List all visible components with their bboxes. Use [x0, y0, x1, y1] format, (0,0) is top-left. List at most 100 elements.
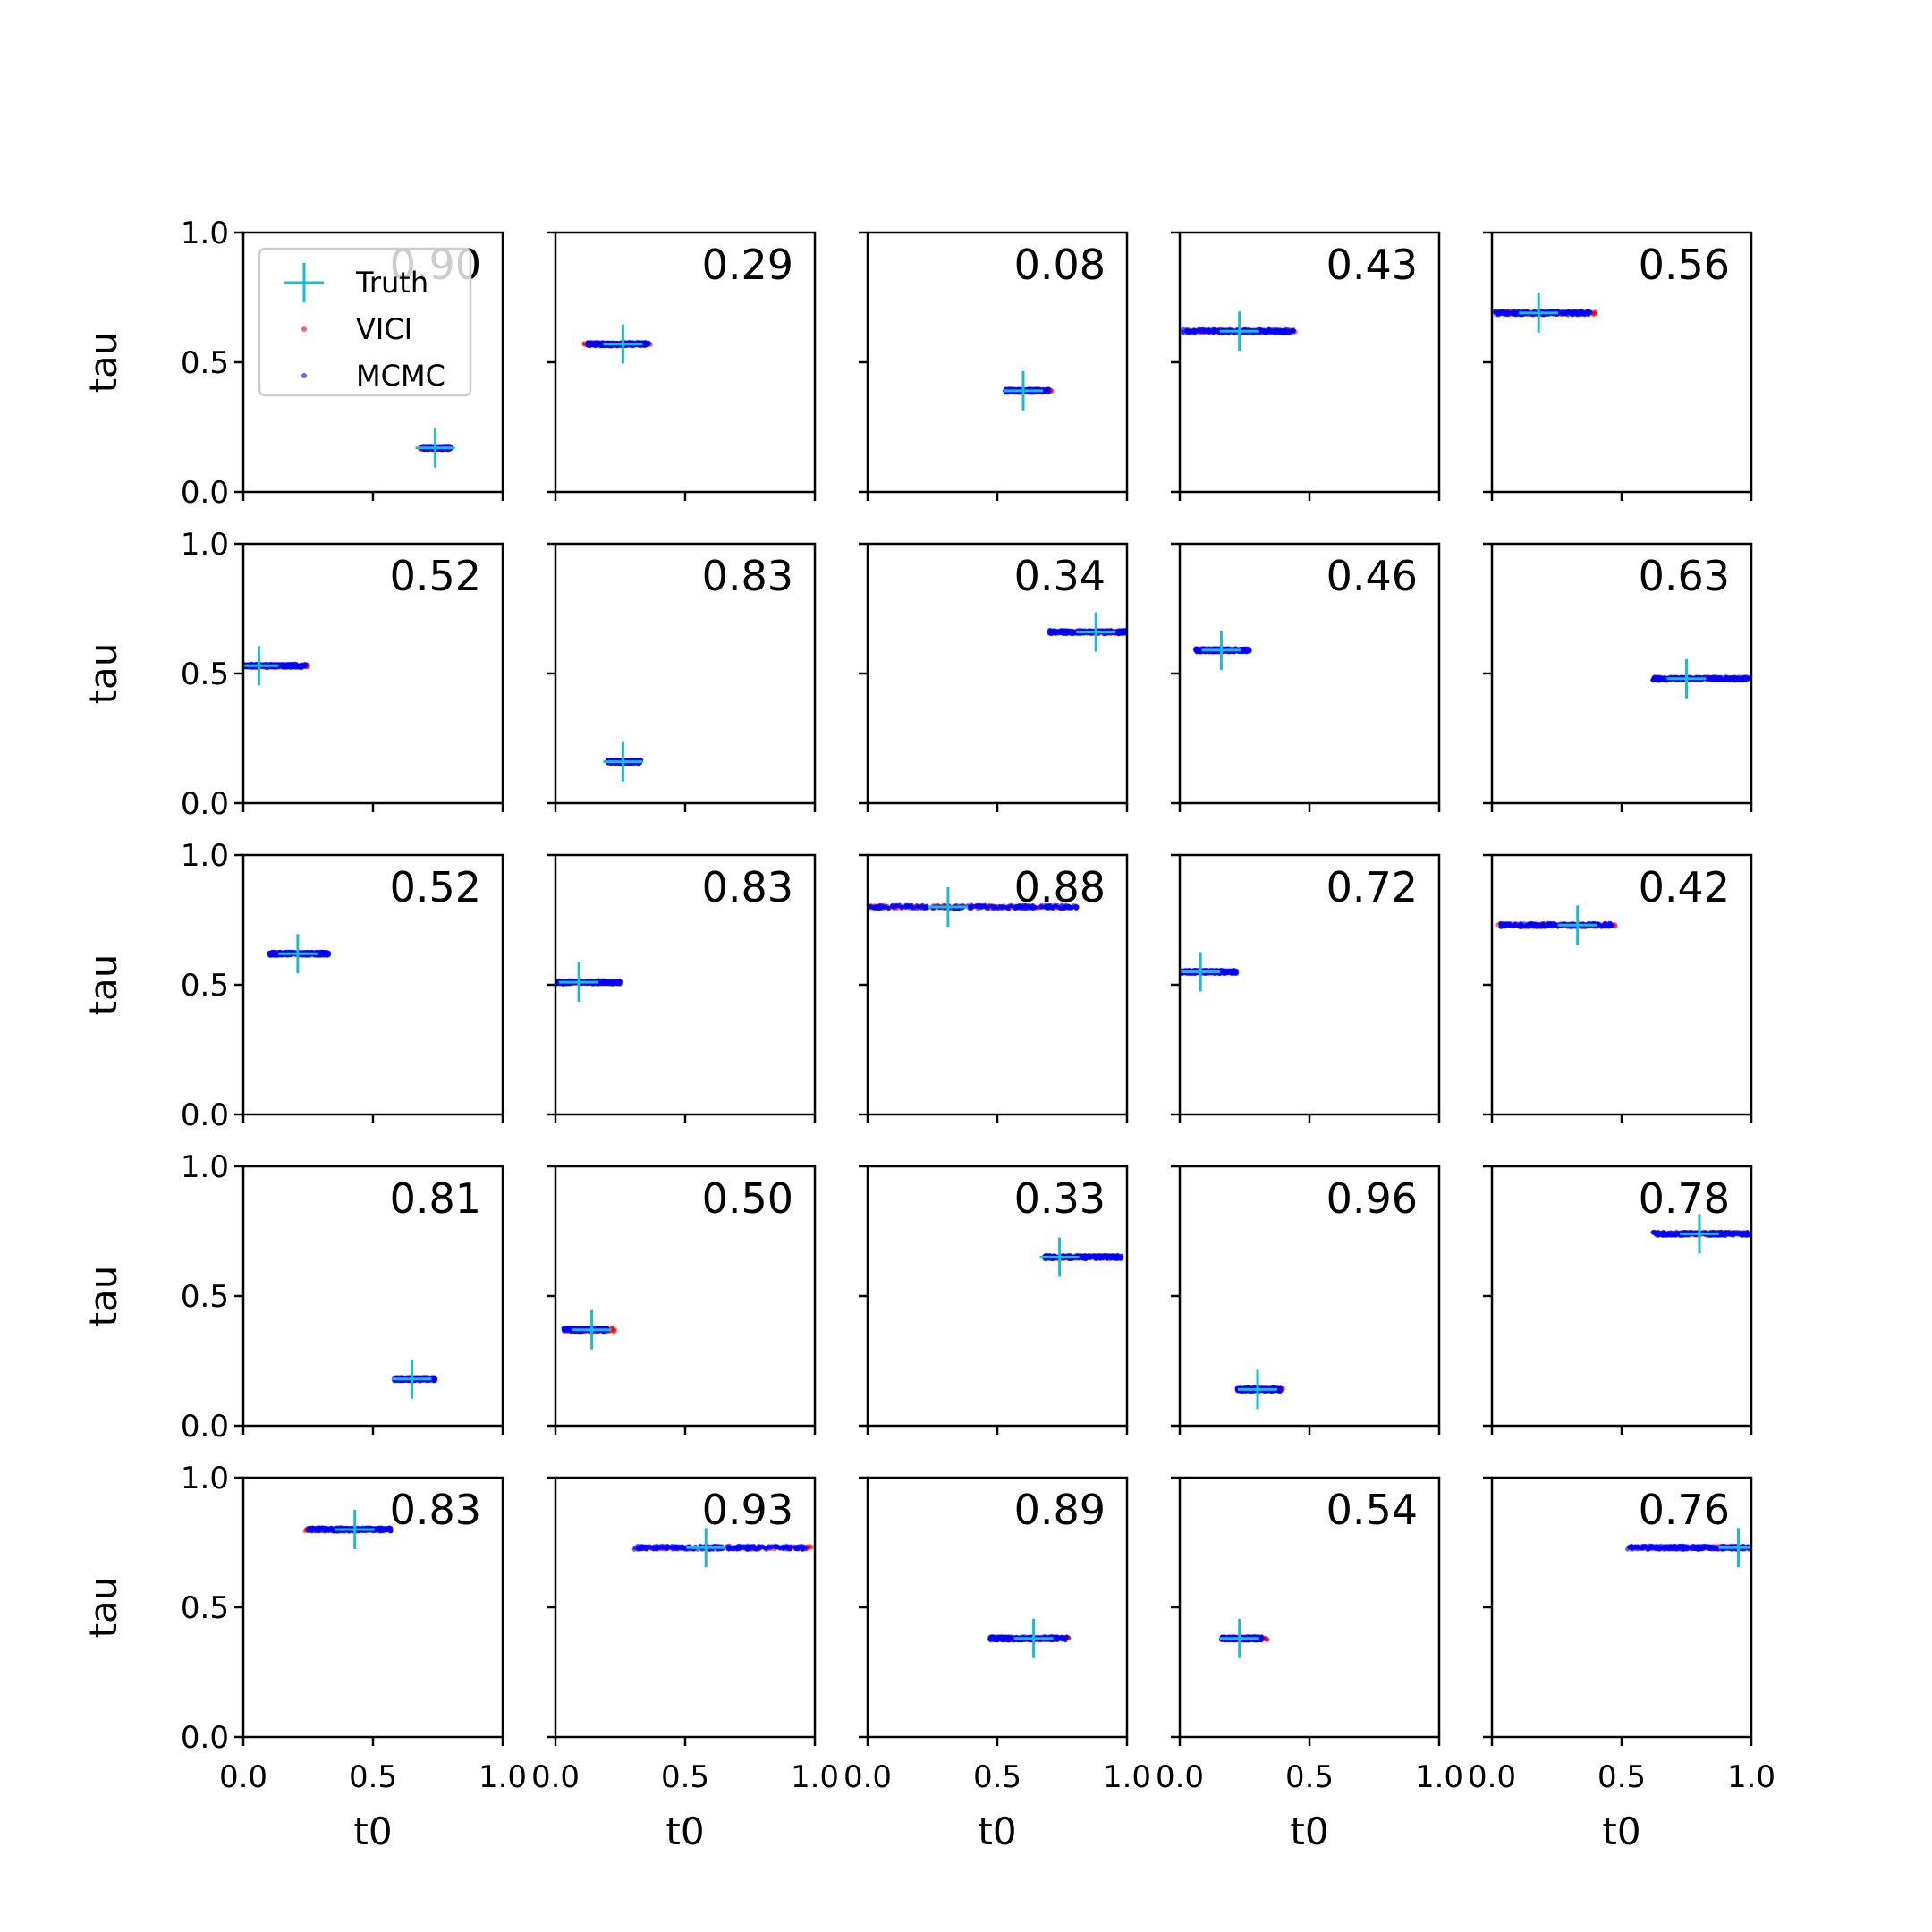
- mcmc-point: [593, 343, 598, 348]
- points-layer: [1003, 370, 1055, 411]
- mcmc-point: [886, 905, 891, 911]
- mcmc-point: [1495, 310, 1500, 316]
- mcmc-point: [588, 341, 593, 346]
- mcmc-point: [291, 664, 296, 669]
- mcmc-point: [599, 979, 605, 984]
- panel-score: 0.46: [1326, 552, 1418, 600]
- mcmc-point: [1122, 629, 1127, 635]
- mcmc-point: [1706, 676, 1711, 682]
- y-tick-label: 1.0: [181, 838, 229, 874]
- y-tick-label: 0.5: [181, 968, 229, 1004]
- truth-marker: [1519, 292, 1559, 333]
- panel-score: 0.29: [702, 241, 793, 289]
- mcmc-point: [1268, 329, 1274, 335]
- mcmc-point: [1724, 674, 1729, 680]
- mcmc-point: [325, 953, 330, 958]
- points-layer: [267, 934, 332, 974]
- mcmc-point: [598, 341, 604, 346]
- y-tick-label: 0.5: [181, 657, 229, 692]
- mcmc-point: [890, 904, 895, 910]
- mcmc-point: [1242, 648, 1248, 654]
- mcmc-point: [267, 950, 273, 955]
- mcmc-point: [1739, 674, 1745, 680]
- truth-marker: [277, 934, 318, 974]
- mcmc-point: [870, 905, 876, 911]
- mcmc-point: [1033, 904, 1038, 910]
- mcmc-point: [1287, 330, 1292, 335]
- mcmc-point: [1196, 648, 1201, 654]
- mcmc-point: [876, 906, 882, 911]
- mcmc-point: [1579, 309, 1584, 314]
- mcmc-point: [987, 903, 993, 909]
- panel-score: 0.52: [390, 863, 481, 911]
- panel-4: 0.43: [1171, 231, 1441, 501]
- panel-score: 0.88: [1014, 863, 1106, 911]
- truth-marker: [559, 962, 599, 1003]
- mcmc-point: [1498, 309, 1504, 315]
- points-layer: [1180, 952, 1240, 992]
- mcmc-point: [1291, 327, 1296, 333]
- y-axis-label: tau: [81, 954, 125, 1016]
- truth-marker: [1219, 311, 1259, 352]
- points-layer: [1180, 311, 1298, 352]
- y-tick-label: 0.0: [181, 1097, 229, 1133]
- truth-marker: [603, 324, 643, 364]
- mcmc-point: [1070, 631, 1075, 637]
- mcmc-point: [1049, 631, 1055, 636]
- mcmc-point: [1211, 326, 1216, 333]
- mcmc-point: [1727, 676, 1733, 682]
- panel-score: 0.52: [390, 552, 481, 600]
- panel-2: 0.29: [547, 231, 817, 501]
- mcmc-point: [1717, 675, 1723, 681]
- mcmc-point: [914, 903, 919, 909]
- points-layer: [1492, 292, 1598, 333]
- panel-8: 0.34: [859, 542, 1129, 812]
- mcmc-point: [1070, 904, 1075, 910]
- mcmc-point: [1712, 674, 1717, 680]
- mcmc-point: [1206, 330, 1211, 335]
- mcmc-point: [1118, 628, 1123, 633]
- mcmc-point: [973, 902, 979, 909]
- mcmc-point: [1026, 902, 1031, 909]
- truth-marker: [415, 428, 455, 468]
- mcmc-point: [983, 904, 988, 910]
- truth-marker: [243, 646, 279, 686]
- truth-marker: [1004, 370, 1043, 411]
- y-tick-label: 0.5: [181, 345, 229, 381]
- truth-marker: [1666, 658, 1707, 699]
- truth-marker: [1076, 612, 1116, 652]
- mcmc-point: [1744, 677, 1750, 682]
- panel-3: 0.08: [859, 231, 1129, 501]
- mcmc-point: [1066, 904, 1072, 910]
- panel-score: 0.63: [1639, 552, 1730, 600]
- mcmc-point: [1735, 677, 1741, 682]
- mcmc-point: [1055, 902, 1061, 909]
- panel-score: 0.83: [702, 552, 793, 600]
- mcmc-point: [300, 665, 305, 670]
- mcmc-point: [614, 979, 620, 984]
- mcmc-point: [1196, 326, 1201, 332]
- mcmc-point: [1570, 311, 1576, 317]
- mcmc-point: [1563, 310, 1569, 316]
- mcmc-point: [644, 341, 649, 346]
- points-layer: [1650, 658, 1751, 699]
- panel-14: 0.72: [1171, 853, 1441, 1123]
- panel-score: 0.34: [1014, 552, 1106, 600]
- mcmc-point: [897, 902, 902, 908]
- y-tick-label: 1.0: [181, 216, 229, 251]
- panel-11: 0.0 0.5 1.0 tau 0.52: [81, 838, 504, 1133]
- points-layer: [555, 962, 623, 1003]
- mcmc-point: [605, 980, 611, 986]
- panel-5: 0.56: [1483, 231, 1753, 501]
- mcmc-point: [1511, 309, 1517, 316]
- truth-marker: [928, 887, 968, 927]
- panel-score: 0.43: [1326, 241, 1418, 289]
- panel-10: 0.63: [1483, 542, 1753, 812]
- mcmc-point: [1019, 906, 1024, 911]
- y-axis-label: tau: [81, 643, 125, 705]
- mcmc-point: [995, 905, 1000, 911]
- mcmc-point: [979, 903, 985, 909]
- y-axis-label: tau: [81, 332, 125, 394]
